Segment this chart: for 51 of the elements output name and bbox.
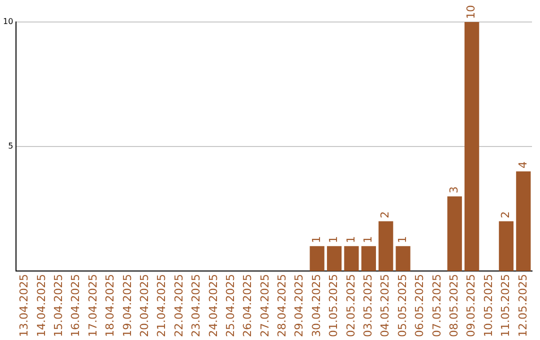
data-label: 10 (464, 5, 478, 19)
x-tick-label: 30.04.2025 (310, 274, 323, 338)
x-tick-label: 26.04.2025 (241, 274, 254, 338)
x-tick-label: 08.05.2025 (447, 274, 460, 338)
x-tick-label: 07.05.2025 (430, 274, 444, 338)
x-tick-label: 09.05.2025 (464, 274, 478, 338)
data-label: 1 (310, 236, 323, 244)
x-tick-label: 29.04.2025 (292, 274, 306, 338)
data-label: 1 (396, 236, 409, 244)
x-tick-label: 25.04.2025 (224, 274, 237, 338)
y-tick-label: 5 (8, 142, 14, 151)
x-tick-label: 03.05.2025 (362, 274, 375, 338)
x-tick-label: 27.04.2025 (258, 274, 272, 338)
bar (361, 246, 376, 272)
x-tick-label: 02.05.2025 (344, 274, 358, 338)
x-tick-label: 16.04.2025 (69, 274, 82, 338)
x-tick-label: 28.04.2025 (276, 274, 289, 338)
x-tick-label: 11.05.2025 (499, 274, 512, 338)
x-tick-label: 01.05.2025 (327, 274, 340, 338)
data-label: 1 (344, 236, 358, 244)
data-label: 2 (378, 211, 392, 218)
bar (447, 196, 462, 272)
bar (310, 246, 324, 272)
x-tick-label: 21.04.2025 (155, 274, 168, 338)
bar (498, 221, 514, 272)
x-tick-label: 05.05.2025 (396, 274, 409, 338)
data-label: 3 (447, 186, 460, 194)
x-tick-label: 14.04.2025 (34, 274, 48, 338)
x-tick-label: 24.04.2025 (206, 274, 220, 338)
x-tick-label: 18.04.2025 (104, 274, 117, 338)
bar (344, 246, 359, 272)
bar (516, 171, 531, 272)
x-tick-label: 17.04.2025 (86, 274, 100, 338)
data-label: 1 (327, 236, 340, 244)
x-tick-label: 19.04.2025 (120, 274, 134, 338)
x-tick-label: 23.04.2025 (190, 274, 203, 338)
bar (396, 246, 410, 272)
data-label: 4 (516, 161, 530, 168)
bar (326, 246, 342, 272)
bar (464, 22, 480, 272)
x-tick-label: 20.04.2025 (138, 274, 151, 338)
x-tick-label: 06.05.2025 (413, 274, 426, 338)
x-tick-label: 15.04.2025 (52, 274, 66, 338)
x-tick-label: 22.04.2025 (172, 274, 186, 338)
bar (378, 221, 394, 272)
data-label: 2 (499, 211, 512, 218)
x-tick-label: 13.04.2025 (18, 274, 31, 338)
x-tick-label: 12.05.2025 (516, 274, 530, 338)
x-tick-label: 04.05.2025 (378, 274, 392, 338)
x-tick-label: 10.05.2025 (482, 274, 495, 338)
data-label: 1 (362, 236, 375, 244)
